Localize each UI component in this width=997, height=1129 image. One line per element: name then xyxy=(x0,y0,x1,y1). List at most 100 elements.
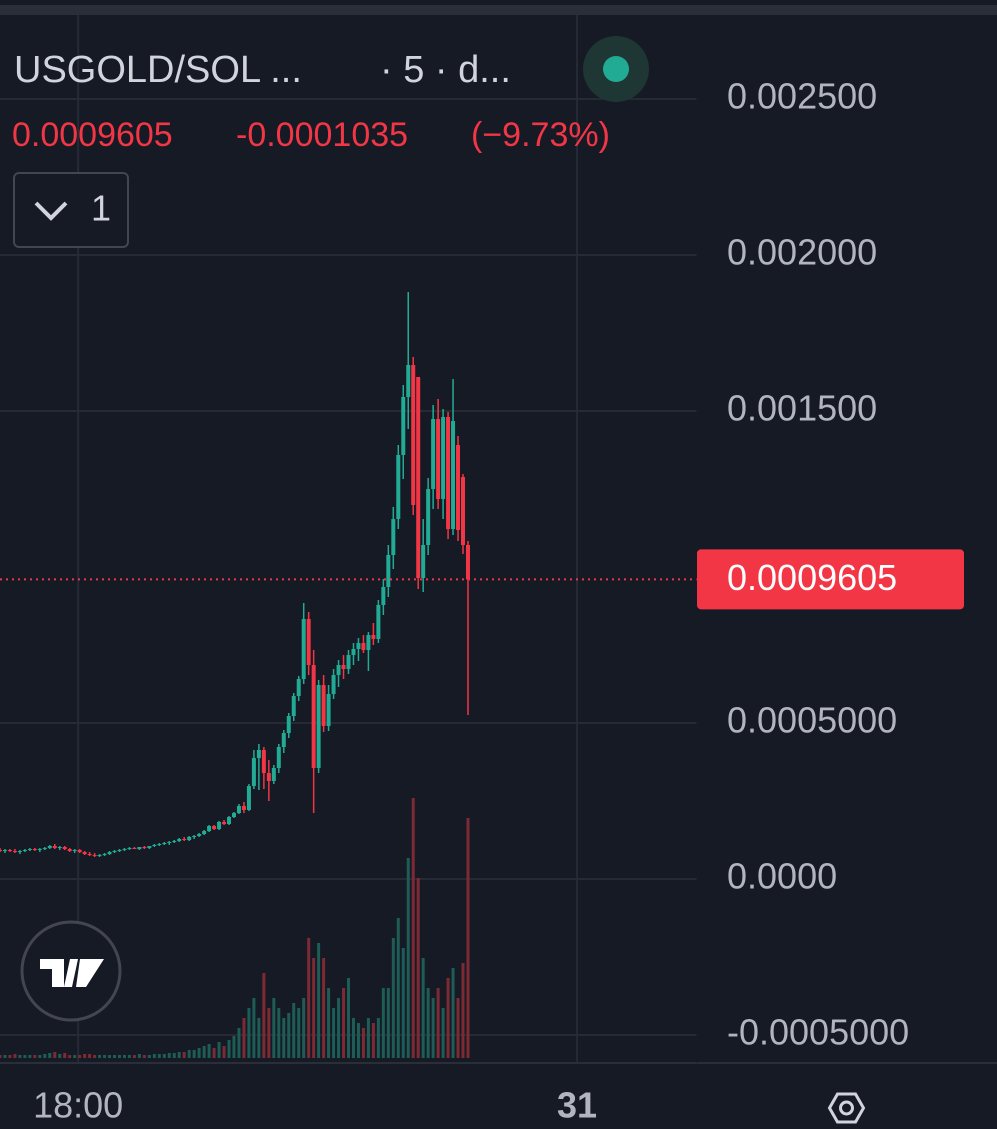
volume-bar xyxy=(132,1055,136,1058)
volume-bar xyxy=(182,1052,186,1058)
candle-body xyxy=(336,665,341,676)
volume-bar xyxy=(68,1055,72,1058)
volume-bar xyxy=(297,1008,301,1058)
candle-body xyxy=(256,749,261,759)
candle-body xyxy=(465,545,470,580)
volume-bar xyxy=(361,1028,365,1058)
candle-body xyxy=(341,665,346,669)
candle-body xyxy=(117,850,122,852)
candle-body xyxy=(231,813,236,818)
volume-bar xyxy=(103,1055,107,1058)
price-change: -0.0001035 xyxy=(236,116,408,154)
volume-bar xyxy=(252,998,256,1058)
x-tick-label: 31 xyxy=(557,1085,597,1126)
volume-bar xyxy=(436,988,440,1058)
volume-bar xyxy=(406,858,410,1058)
y-tick-label: 0.002000 xyxy=(727,232,877,273)
volume-bar xyxy=(0,1055,2,1058)
candle-body xyxy=(291,696,296,717)
settings-icon-center xyxy=(839,1100,854,1116)
candle-body xyxy=(411,365,416,506)
candle-body xyxy=(132,847,137,850)
volume-bar xyxy=(446,978,450,1058)
volume-bar xyxy=(33,1055,37,1058)
candle-body xyxy=(361,643,366,650)
chevron-icon xyxy=(34,201,68,221)
candle-body xyxy=(222,822,227,825)
candle-body xyxy=(57,846,62,848)
candle-body xyxy=(406,365,411,397)
y-tick-label: -0.0005000 xyxy=(727,1012,909,1053)
candle-body xyxy=(192,836,197,838)
candle-body xyxy=(87,854,92,856)
candle-body xyxy=(441,416,446,500)
y-tick-label: 0.0005000 xyxy=(727,700,897,741)
last-price: 0.0009605 xyxy=(12,116,173,154)
candle-body xyxy=(207,826,212,832)
candle-body xyxy=(147,845,152,848)
candle-body xyxy=(162,843,167,845)
x-tick-label: 18:00 xyxy=(33,1085,123,1126)
candle-body xyxy=(386,554,391,588)
candle-body xyxy=(52,845,57,848)
candle-body xyxy=(187,837,192,841)
volume-bar xyxy=(237,1028,241,1058)
symbol[interactable]: USGOLD/SOL ... xyxy=(14,49,302,91)
volume-bar xyxy=(187,1050,191,1058)
volume-bar xyxy=(152,1054,156,1058)
top-bar xyxy=(0,5,997,15)
volume-bar xyxy=(108,1055,112,1058)
candle-body xyxy=(391,519,396,555)
interval[interactable]: · 5 · d... xyxy=(380,49,511,91)
y-tick-label: 0.002500 xyxy=(727,76,877,117)
volume-bar xyxy=(376,1018,380,1058)
candle-body xyxy=(301,619,306,680)
volume-bar xyxy=(157,1054,161,1058)
volume-bar xyxy=(441,1008,445,1058)
indicator-toggle[interactable] xyxy=(13,172,129,248)
candle-body xyxy=(436,418,441,500)
candle-body xyxy=(32,849,37,851)
candle-body xyxy=(371,634,376,640)
candle-body xyxy=(182,839,187,841)
last-price-label-bg xyxy=(697,549,964,610)
volume-bar xyxy=(287,1013,291,1058)
volume-bar xyxy=(73,1055,77,1058)
candle-body xyxy=(102,854,107,856)
volume-bar xyxy=(292,1003,296,1058)
candle-body xyxy=(12,851,17,853)
settings-icon[interactable] xyxy=(827,1092,866,1124)
volume-bar xyxy=(212,1048,216,1058)
volume-bar xyxy=(232,1036,236,1058)
status-dot xyxy=(603,56,629,82)
volume-bar xyxy=(312,958,316,1058)
percent-change: (−9.73%) xyxy=(471,116,610,154)
volume-bar xyxy=(222,1046,226,1058)
volume-bar xyxy=(411,798,415,1058)
candle-body xyxy=(286,716,291,734)
candle-body xyxy=(112,851,117,853)
volume-bar xyxy=(282,1018,286,1058)
volume-bar xyxy=(28,1055,32,1058)
candle-body xyxy=(456,445,461,531)
candle-body xyxy=(281,733,286,748)
logo-mark xyxy=(40,959,104,987)
volume-bar xyxy=(431,998,435,1058)
candle-body xyxy=(421,545,426,579)
volume-bar xyxy=(38,1055,42,1058)
candle-body xyxy=(321,685,326,727)
volume-bar xyxy=(43,1054,47,1058)
candle-body xyxy=(197,834,202,837)
volume-bar xyxy=(142,1055,146,1058)
candle-body xyxy=(261,749,266,774)
candle-body xyxy=(107,852,112,855)
volume-bar xyxy=(332,1008,336,1058)
candle-body xyxy=(266,773,271,782)
candle-body xyxy=(27,849,32,851)
volume-bar xyxy=(8,1055,12,1058)
candle-body xyxy=(177,839,182,842)
candle-body xyxy=(276,747,281,768)
volume-bar xyxy=(227,1040,231,1058)
